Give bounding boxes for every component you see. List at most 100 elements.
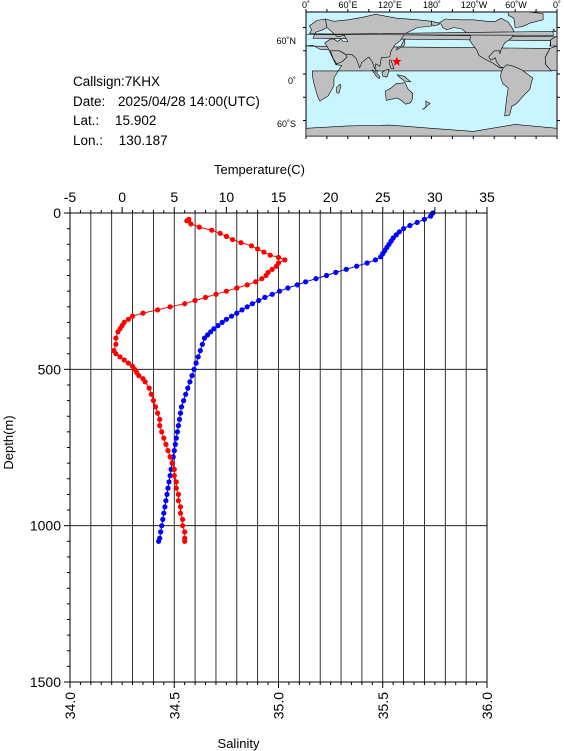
salinity-data-point xyxy=(244,282,250,288)
map-land xyxy=(305,11,558,137)
depth-tick-labels: 0 500 1000 1500 xyxy=(30,205,61,690)
temperature-data-point xyxy=(323,272,330,279)
plot-frame xyxy=(69,212,488,683)
salinity-data-point xyxy=(155,410,161,416)
salinity-data-point xyxy=(113,351,119,357)
lon-label: Lon.: xyxy=(73,132,104,148)
salinity-data-point xyxy=(255,246,261,252)
salinity-data-point xyxy=(209,227,215,233)
land-greenland xyxy=(507,11,544,28)
salinity-data-point xyxy=(223,288,229,294)
temperature-data-point xyxy=(175,423,181,429)
salinity-data-point xyxy=(267,252,273,258)
temperature-data-point xyxy=(161,510,167,516)
temperature-data-point xyxy=(262,294,268,300)
temperature-tick-label: 35 xyxy=(479,189,495,205)
map-lon-tick-label: 120˚W xyxy=(461,0,488,10)
map-lon-tick-label: 60˚E xyxy=(338,0,357,10)
land-madagascar xyxy=(336,83,342,94)
map-lat-tick-label: 0˚ xyxy=(288,76,296,86)
profile-chart: -5 0 5 10 15 20 25 30 35 34.0 34.5 35.0 35.5 36.0 05… xyxy=(1,162,495,751)
land-africa-wrap xyxy=(544,45,558,72)
temperature-data-point xyxy=(285,285,291,291)
depth-tick-label: 1500 xyxy=(30,674,61,690)
temperature-data-point xyxy=(421,216,427,222)
land-arabia xyxy=(329,50,348,65)
salinity-data-point xyxy=(230,237,236,243)
salinity-data-point xyxy=(165,448,171,454)
salinity-data-point xyxy=(234,285,240,291)
salinity-data-point xyxy=(261,249,267,255)
temperature-data-point xyxy=(401,226,407,232)
salinity-tick-label: 36.0 xyxy=(479,692,495,719)
temperature-tick-label: 20 xyxy=(323,189,339,205)
temperature-data-point xyxy=(163,498,169,504)
station-star xyxy=(392,56,402,66)
salinity-data-point xyxy=(129,313,136,319)
series-layer xyxy=(111,210,436,544)
depth-tick-label: 0 xyxy=(53,205,61,221)
map-lon-labels: 0˚ 60˚E 120˚E 180˚ 120˚W 60˚W 0˚ xyxy=(302,0,561,10)
salinity-data-point xyxy=(192,297,198,304)
temperature-data-point xyxy=(181,398,187,404)
land-philippines xyxy=(389,59,395,69)
salinity-data-point xyxy=(146,385,152,391)
salinity-data-point xyxy=(182,301,188,307)
temperature-data-point xyxy=(197,348,203,354)
grid-lines xyxy=(69,213,488,682)
temperature-data-point xyxy=(294,282,300,288)
temperature-data-point xyxy=(223,316,229,322)
salinity-data-point xyxy=(273,263,279,269)
temperature-data-point xyxy=(364,260,370,266)
temperature-data-point xyxy=(276,288,283,294)
temperature-data-point xyxy=(164,491,170,497)
temperature-data-point xyxy=(166,479,172,485)
temperature-data-point xyxy=(239,307,245,313)
temperature-axis-title: Temperature(C) xyxy=(214,162,305,177)
temperature-data-point xyxy=(172,441,178,447)
map-lon-tick-label: 60˚W xyxy=(505,0,527,10)
salinity-tick-label: 35.0 xyxy=(271,692,287,719)
salinity-data-point xyxy=(269,266,275,272)
date-label: Date: xyxy=(73,93,106,109)
temperature-data-point xyxy=(229,313,235,319)
salinity-data-point xyxy=(169,460,175,466)
land-new-guinea xyxy=(396,74,412,83)
salinity-data-point xyxy=(161,435,167,441)
salinity-data-point xyxy=(117,354,123,360)
temperature-data-point xyxy=(176,416,183,422)
station-star-icon xyxy=(392,56,402,66)
salinity-data-point xyxy=(115,329,121,335)
temperature-data-point xyxy=(205,332,211,338)
salinity-tick-label: 34.0 xyxy=(62,692,78,719)
temperature-data-point xyxy=(173,435,179,441)
salinity-data-point xyxy=(217,230,223,236)
temperature-tick-label: 5 xyxy=(170,189,178,205)
lat-value: 15.902 xyxy=(115,113,157,128)
salinity-data-point xyxy=(180,523,186,529)
salinity-data-point xyxy=(148,391,154,397)
land-uk xyxy=(306,28,557,36)
salinity-data-point xyxy=(136,373,142,379)
temperature-data-point xyxy=(159,523,165,529)
salinity-data-point xyxy=(157,423,163,429)
salinity-data-point xyxy=(163,441,169,447)
temperature-series xyxy=(156,210,436,544)
salinity-data-point xyxy=(173,479,179,485)
salinity-data-point xyxy=(202,294,209,300)
salinity-data-point xyxy=(150,398,156,404)
temperature-data-point xyxy=(219,319,225,325)
land-iberia-wrap xyxy=(550,35,558,47)
salinity-data-point xyxy=(223,233,229,239)
salinity-axis-title: Salinity xyxy=(218,736,260,751)
temperature-data-point xyxy=(234,310,240,316)
salinity-data-point xyxy=(180,516,186,523)
temperature-data-point xyxy=(372,257,379,263)
salinity-data-point xyxy=(171,473,177,479)
temperature-data-point xyxy=(256,297,262,304)
land-sumatra xyxy=(371,69,381,80)
salinity-data-point xyxy=(157,416,163,422)
temperature-data-point xyxy=(199,341,205,347)
temperature-data-point xyxy=(183,391,189,397)
temperature-data-point xyxy=(244,304,250,310)
